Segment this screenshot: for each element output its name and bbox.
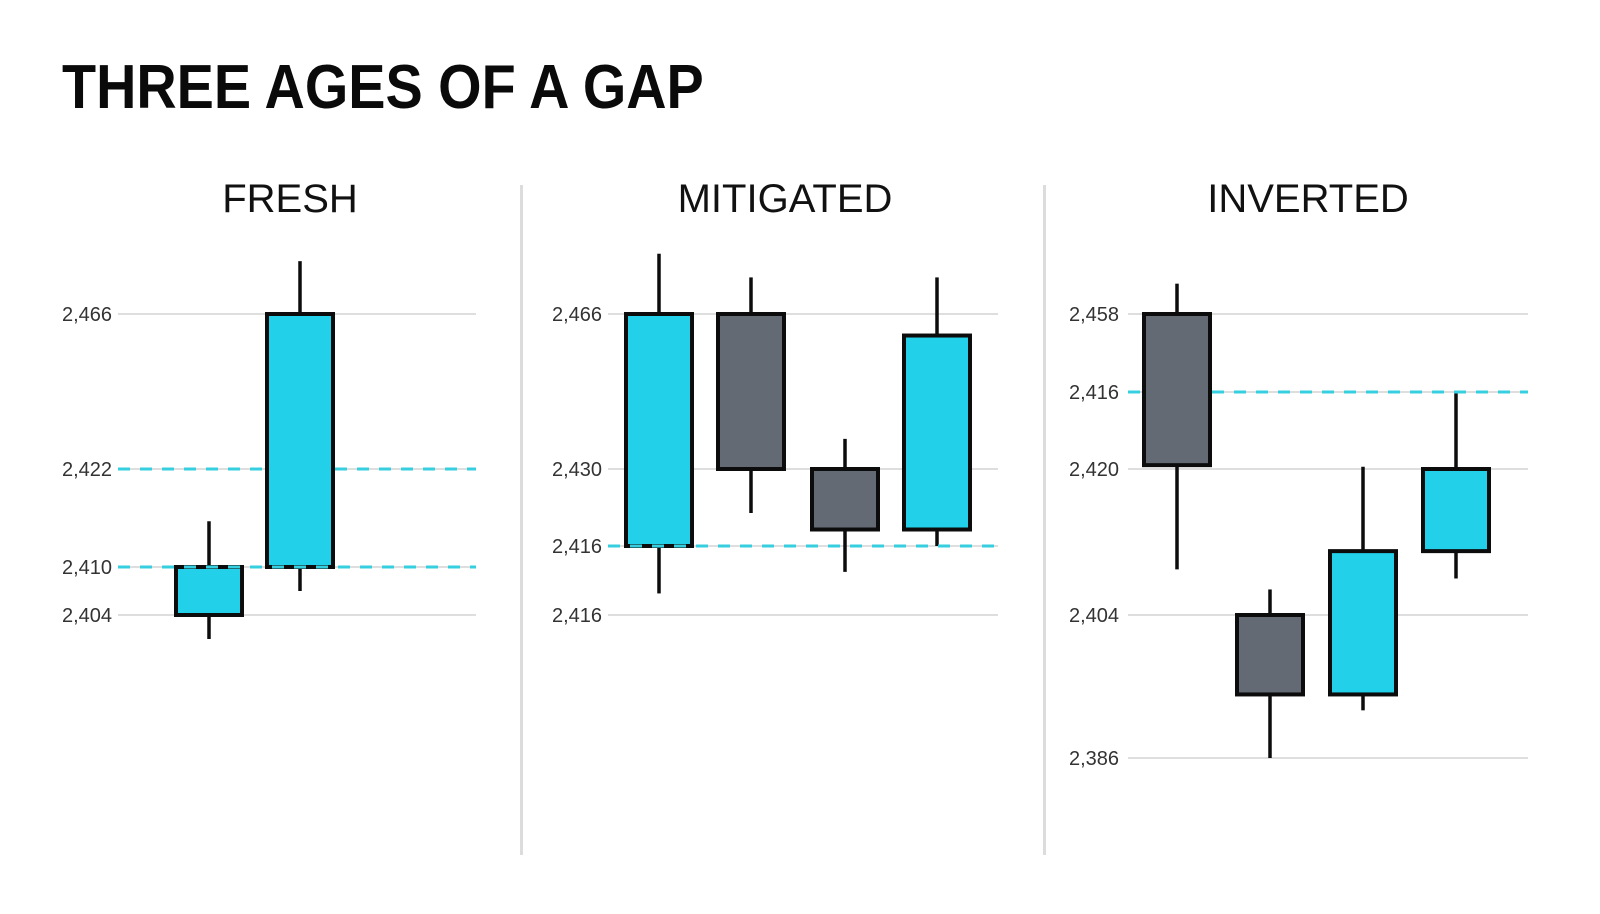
bullish-candle-body [902,333,972,532]
y-tick-label: 2,416 [552,605,602,627]
bearish-candle-body [1235,613,1305,697]
bullish-candle-body [1421,467,1491,554]
bullish-candle-body [174,565,244,617]
bearish-candle-body [810,467,880,532]
y-tick-label: 2,404 [1069,605,1119,627]
panel-divider [520,185,523,855]
y-tick-label: 2,410 [62,557,112,579]
y-tick-label: 2,466 [62,304,112,326]
y-tick-label: 2,386 [1069,748,1119,770]
panel-title: MITIGATED [678,177,893,221]
y-tick-label: 2,466 [552,304,602,326]
bullish-candle-body [1328,549,1398,697]
bullish-candle-body [265,312,335,569]
page-title: THREE AGES OF A GAP [62,53,704,122]
y-tick-label: 2,416 [552,536,602,558]
y-tick-label: 2,458 [1069,304,1119,326]
panel-title: FRESH [222,177,358,221]
y-tick-label: 2,430 [552,459,602,481]
y-tick-label: 2,420 [1069,459,1119,481]
panel-title: INVERTED [1207,177,1409,221]
bullish-candle-body [624,312,694,548]
bearish-candle-body [1142,312,1212,468]
y-tick-label: 2,422 [62,459,112,481]
bearish-candle-body [716,312,786,471]
y-tick-label: 2,416 [1069,382,1119,404]
panel-divider [1043,185,1046,855]
y-tick-label: 2,404 [62,605,112,627]
